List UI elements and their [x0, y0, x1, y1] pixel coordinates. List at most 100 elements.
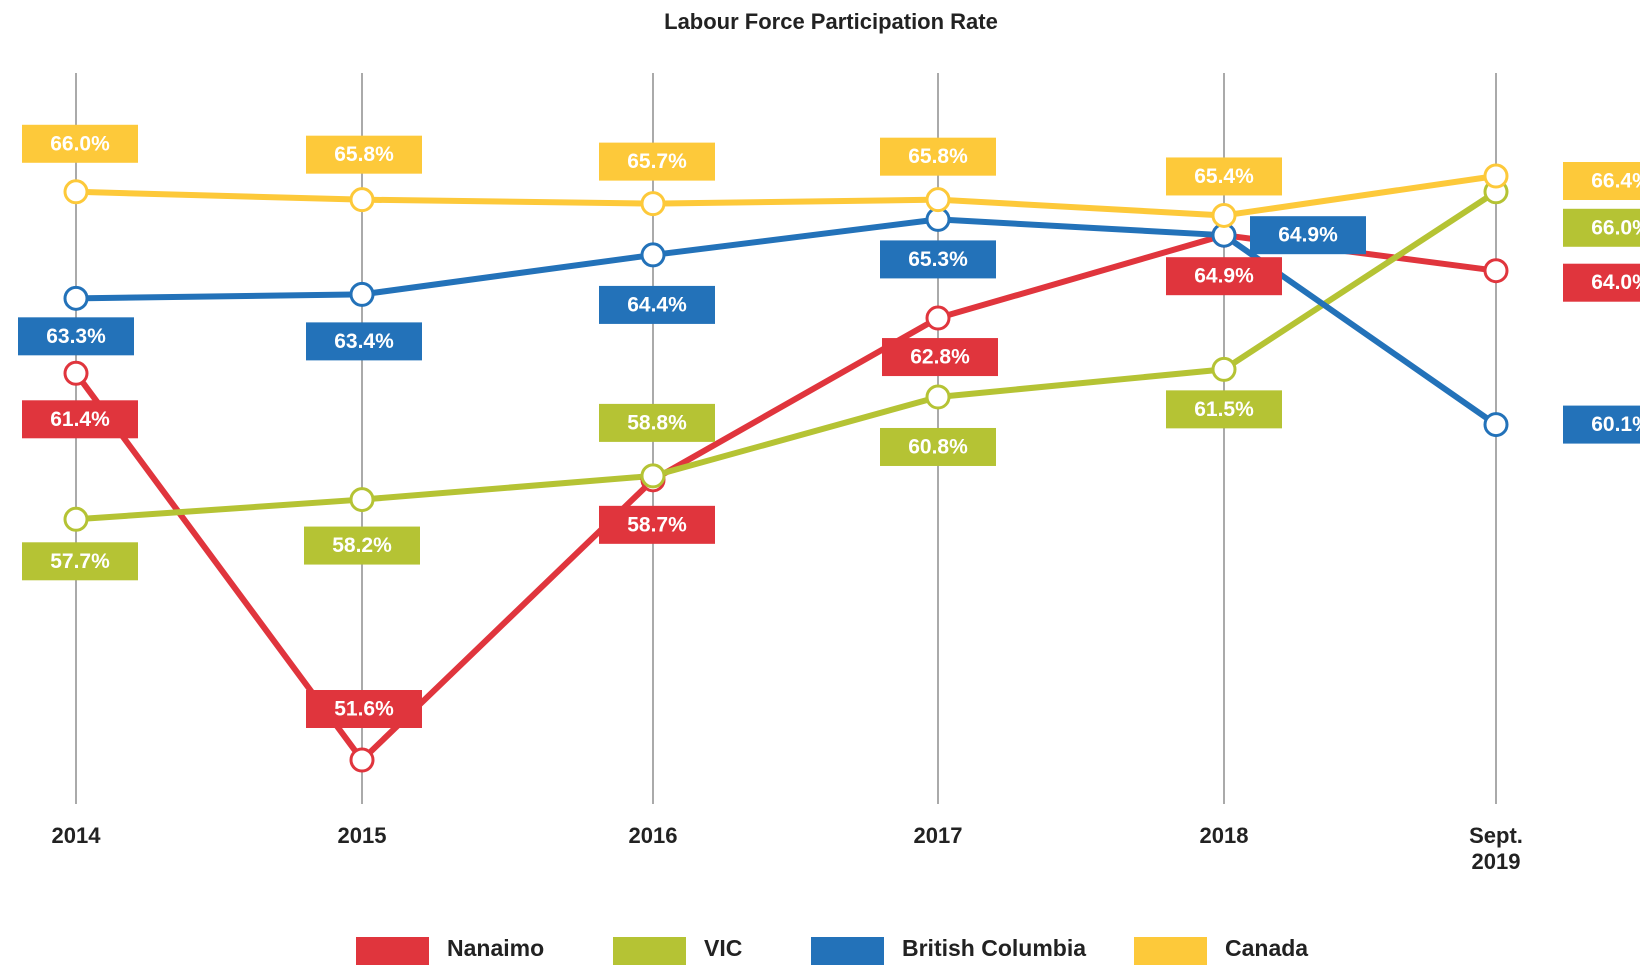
label-box	[599, 505, 715, 544]
label-text: 65.7%	[627, 150, 687, 173]
label-text: 63.4%	[334, 330, 394, 353]
label-box	[1166, 157, 1282, 196]
point	[349, 747, 375, 773]
data-label: 58.8%	[599, 403, 715, 442]
legend-label: British Columbia	[902, 935, 1086, 961]
label-text: 64.0%	[1591, 271, 1640, 294]
point	[1211, 356, 1237, 382]
legend-label: Canada	[1225, 935, 1308, 961]
label-text: 58.7%	[627, 513, 687, 536]
label-box	[1166, 257, 1282, 296]
point	[640, 191, 666, 217]
label-box	[22, 542, 138, 581]
point	[349, 281, 375, 307]
label-text: 65.4%	[1194, 165, 1254, 188]
data-label: 65.8%	[880, 137, 996, 176]
label-box	[22, 124, 138, 163]
x-tick-label: 2018	[1199, 823, 1249, 848]
data-label: 51.6%	[306, 690, 422, 728]
legend-swatch	[1134, 937, 1207, 965]
label-text: 66.0%	[50, 132, 110, 155]
label-text: 64.9%	[1194, 265, 1254, 288]
point	[640, 463, 666, 489]
label-text: 64.9%	[1278, 224, 1338, 247]
label-box	[599, 403, 715, 442]
point	[925, 384, 951, 410]
series-line	[75, 173, 1497, 219]
point	[349, 187, 375, 213]
point	[640, 242, 666, 268]
label-box	[306, 690, 422, 728]
label-box	[1250, 216, 1366, 255]
point	[63, 506, 89, 532]
label-box	[1563, 405, 1640, 444]
data-label: 63.3%	[18, 317, 134, 356]
label-box	[1563, 162, 1640, 200]
label-text: 63.3%	[46, 325, 106, 348]
legend-label: VIC	[704, 935, 742, 961]
label-text: 64.4%	[627, 293, 687, 316]
legend-swatch	[613, 937, 686, 965]
label-box	[1563, 263, 1640, 302]
series-line	[75, 189, 1498, 523]
data-label: 60.8%	[880, 427, 996, 466]
label-box	[306, 322, 422, 361]
label-box	[1563, 208, 1640, 247]
data-label: 65.4%	[1166, 157, 1282, 196]
data-label: 62.8%	[882, 338, 998, 377]
data-label: 64.4%	[599, 285, 715, 324]
chart-title: Labour Force Participation Rate	[664, 9, 998, 34]
label-box	[880, 240, 996, 279]
label-text: 57.7%	[50, 550, 110, 573]
data-label: 61.4%	[22, 400, 138, 439]
label-box	[18, 317, 134, 356]
label-box	[304, 526, 420, 565]
point	[1483, 412, 1509, 438]
data-label: 64.0%	[1563, 263, 1640, 302]
data-label: 65.8%	[306, 135, 422, 174]
series-line	[73, 232, 1497, 763]
label-box	[22, 400, 138, 439]
x-tick-label: 2015	[337, 823, 387, 848]
data-label: 61.5%	[1166, 390, 1282, 429]
label-text: 62.8%	[910, 346, 970, 369]
point	[1483, 258, 1509, 284]
point	[925, 305, 951, 331]
label-text: 65.8%	[334, 143, 394, 166]
data-label: 65.3%	[880, 240, 996, 279]
x-tick-label: Sept. 2019	[1469, 823, 1523, 874]
point	[349, 487, 375, 513]
data-label: 63.4%	[306, 322, 422, 361]
label-text: 61.5%	[1194, 398, 1254, 421]
data-label: 66.0%	[22, 124, 138, 163]
label-text: 60.8%	[908, 436, 968, 459]
point	[925, 187, 951, 213]
label-text: 51.6%	[334, 698, 394, 721]
label-text: 66.0%	[1591, 216, 1640, 239]
point	[1211, 202, 1237, 228]
data-label: 66.4%	[1563, 162, 1640, 200]
legend-swatch	[811, 937, 884, 965]
label-box	[599, 142, 715, 181]
data-label: 64.9%	[1250, 216, 1366, 255]
data-label: 58.2%	[304, 526, 420, 565]
label-text: 58.2%	[332, 534, 392, 557]
legend-swatch	[356, 937, 429, 965]
data-label: 64.9%	[1166, 257, 1282, 296]
label-text: 65.3%	[908, 248, 968, 271]
x-tick-label: 2016	[628, 823, 678, 848]
label-text: 66.4%	[1591, 170, 1640, 193]
point	[63, 179, 89, 205]
x-tick-label: 2014	[51, 823, 101, 848]
data-label: 65.7%	[599, 142, 715, 181]
data-label: 60.1%	[1563, 405, 1640, 444]
label-text: 61.4%	[50, 408, 110, 431]
label-box	[1166, 390, 1282, 429]
data-label: 66.0%	[1563, 208, 1640, 247]
label-text: 58.8%	[627, 411, 687, 434]
data-label: 58.7%	[599, 505, 715, 544]
data-label: 57.7%	[22, 542, 138, 581]
label-text: 65.8%	[908, 145, 968, 168]
label-box	[882, 338, 998, 377]
